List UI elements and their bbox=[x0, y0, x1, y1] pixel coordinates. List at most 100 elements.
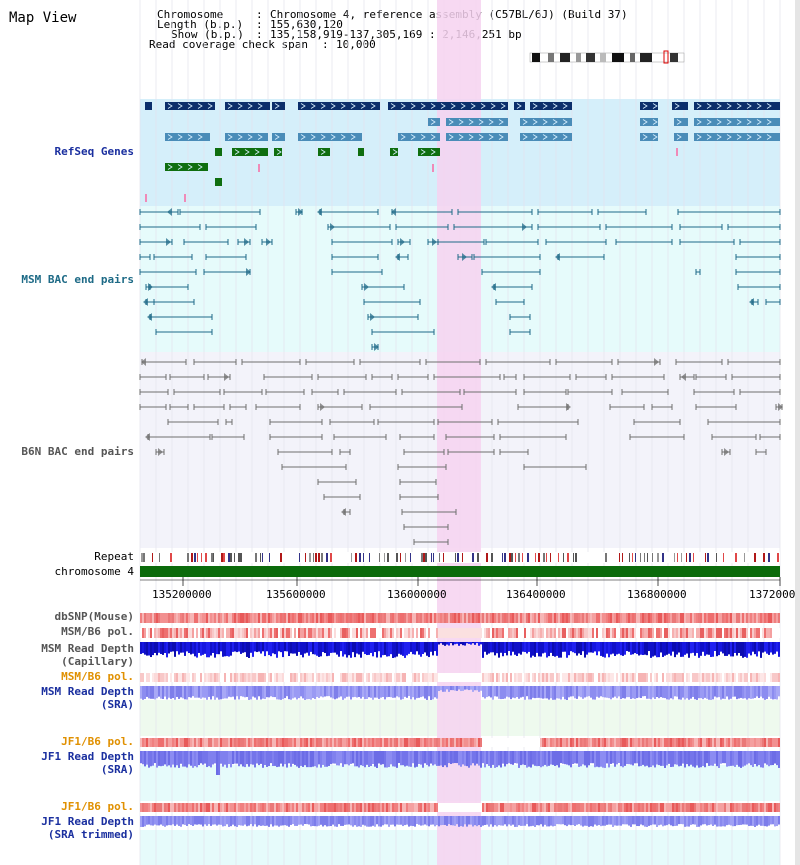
heat-cell bbox=[684, 613, 686, 623]
b6n-bac-track[interactable] bbox=[139, 358, 783, 545]
depth-bar bbox=[218, 816, 220, 825]
bac-end-arrow bbox=[224, 373, 229, 381]
heat-cell bbox=[772, 803, 774, 812]
depth-bar bbox=[726, 686, 728, 697]
depth-bar bbox=[720, 686, 722, 700]
heat-cell bbox=[608, 628, 610, 638]
depth-bar bbox=[534, 642, 536, 657]
heat-cell bbox=[738, 803, 740, 812]
track-label-jf1-pol-1[interactable]: JF1/B6 pol. bbox=[61, 735, 134, 748]
depth-bar bbox=[310, 686, 312, 700]
repeat-element bbox=[754, 553, 756, 562]
depth-bar bbox=[324, 816, 326, 826]
heat-cell bbox=[526, 673, 528, 682]
heat-cell bbox=[586, 738, 588, 747]
depth-bar bbox=[478, 642, 480, 646]
depth-bar bbox=[576, 816, 578, 825]
gene-block bbox=[520, 118, 572, 126]
track-label-msm-pol-2[interactable]: MSM/B6 pol. bbox=[61, 670, 134, 683]
heat-cell bbox=[562, 738, 564, 747]
track-label-msm-depth-cap-1[interactable]: MSM Read Depth bbox=[41, 642, 134, 655]
track-label-msm-bac[interactable]: MSM BAC end pairs bbox=[21, 273, 134, 286]
depth-bar bbox=[164, 751, 166, 765]
depth-bar bbox=[548, 751, 550, 766]
track-label-jf1-pol-2[interactable]: JF1/B6 pol. bbox=[61, 800, 134, 813]
depth-bar bbox=[216, 686, 218, 698]
scroll-bar[interactable] bbox=[795, 0, 800, 865]
track-label-msm-depth-sra-1[interactable]: MSM Read Depth bbox=[41, 685, 134, 698]
heat-cell bbox=[326, 613, 328, 623]
depth-bar bbox=[240, 816, 242, 826]
heat-cell bbox=[558, 803, 560, 812]
heat-cell bbox=[528, 738, 530, 747]
heat-cell bbox=[312, 738, 314, 747]
heat-cell bbox=[694, 803, 696, 812]
heat-cell bbox=[554, 738, 556, 747]
heat-cell bbox=[556, 803, 558, 812]
heat-cell bbox=[566, 738, 568, 747]
track-label-jf1-depth-sra-1[interactable]: JF1 Read Depth bbox=[41, 750, 134, 763]
repeat-element bbox=[486, 553, 488, 562]
heat-cell bbox=[186, 673, 188, 682]
depth-bar bbox=[330, 816, 332, 827]
track-label-b6n-bac[interactable]: B6N BAC end pairs bbox=[21, 445, 134, 458]
depth-bar bbox=[318, 686, 320, 699]
depth-bar bbox=[696, 816, 698, 827]
track-label-repeat[interactable]: Repeat bbox=[94, 550, 134, 563]
track-label-refseq[interactable]: RefSeq Genes bbox=[54, 145, 134, 158]
track-label-msm-pol-1[interactable]: MSM/B6 pol. bbox=[61, 625, 134, 638]
depth-bar bbox=[748, 642, 750, 654]
coverage-tracks[interactable] bbox=[140, 613, 780, 827]
depth-bar bbox=[548, 642, 550, 657]
heat-cell bbox=[490, 738, 492, 747]
heat-cell bbox=[604, 738, 606, 747]
depth-bar bbox=[290, 751, 292, 767]
heat-cell bbox=[170, 628, 172, 638]
heat-cell bbox=[592, 803, 594, 812]
heat-cell bbox=[428, 803, 430, 812]
track-label-jf1-depth-trim-1[interactable]: JF1 Read Depth bbox=[41, 815, 134, 828]
depth-bar bbox=[246, 751, 248, 765]
chromosome-bar[interactable] bbox=[140, 566, 780, 577]
heat-cell bbox=[772, 613, 774, 623]
depth-bar bbox=[442, 816, 444, 825]
depth-bar bbox=[564, 751, 566, 765]
depth-bar bbox=[602, 686, 604, 698]
strand-arrow bbox=[390, 103, 396, 109]
depth-bar bbox=[508, 816, 510, 825]
heat-cell bbox=[208, 738, 210, 747]
repeat-track[interactable] bbox=[141, 553, 779, 562]
depth-bar bbox=[380, 686, 382, 698]
heat-cell bbox=[630, 803, 632, 812]
heat-cell bbox=[412, 613, 414, 623]
depth-bar bbox=[434, 642, 436, 652]
heat-cell bbox=[732, 738, 734, 747]
heat-cell bbox=[430, 613, 432, 623]
refseq-genes-track[interactable] bbox=[145, 102, 780, 202]
track-label-dbsnp[interactable]: dbSNP(Mouse) bbox=[54, 610, 134, 623]
depth-bar bbox=[640, 642, 642, 655]
heat-cell bbox=[314, 613, 316, 623]
depth-bar bbox=[544, 816, 546, 825]
strand-arrow bbox=[478, 134, 484, 140]
depth-bar bbox=[472, 816, 474, 827]
heat-cell bbox=[612, 628, 614, 638]
repeat-element bbox=[238, 553, 240, 562]
depth-bar bbox=[516, 751, 518, 764]
msm-bac-track[interactable] bbox=[139, 208, 781, 351]
strand-arrow bbox=[562, 119, 568, 125]
heat-cell bbox=[164, 613, 166, 623]
heat-cell bbox=[212, 628, 214, 638]
chromosome-ideogram[interactable] bbox=[529, 50, 685, 64]
heat-cell bbox=[180, 738, 182, 747]
depth-bar bbox=[324, 686, 326, 697]
heat-cell bbox=[492, 738, 494, 747]
depth-bar bbox=[456, 816, 458, 825]
heat-cell bbox=[548, 803, 550, 812]
depth-bar bbox=[600, 642, 602, 656]
heat-cell bbox=[738, 613, 740, 623]
heat-cell bbox=[456, 738, 458, 747]
depth-bar bbox=[458, 751, 460, 766]
heat-cell bbox=[590, 738, 592, 747]
